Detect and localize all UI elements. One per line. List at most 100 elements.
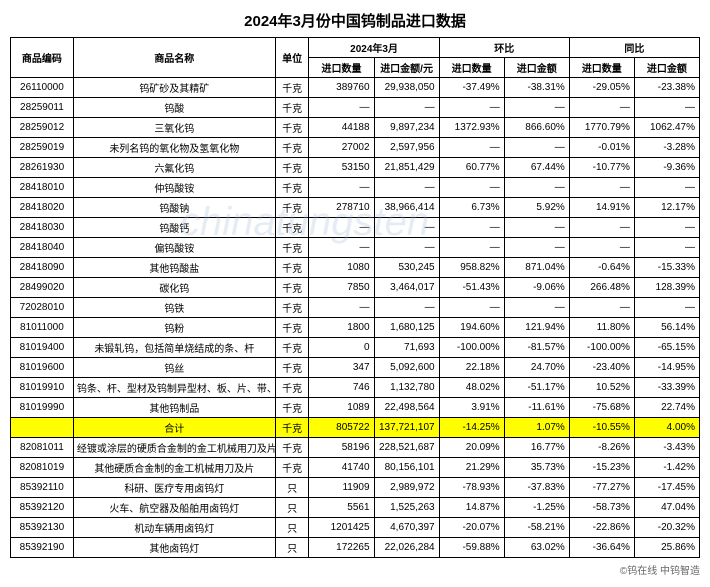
page-title: 2024年3月份中国钨制品进口数据 xyxy=(10,10,700,31)
cell-qty: 11909 xyxy=(309,478,374,498)
cell-val: 71,693 xyxy=(374,338,439,358)
table-row: 82081011经镀或涂层的硬质合金制的金工机械用刀及片千克58196228,5… xyxy=(11,438,700,458)
cell-mq: -59.88% xyxy=(439,538,504,558)
cell-unit: 千克 xyxy=(275,218,309,238)
cell-yq: 1770.79% xyxy=(569,118,634,138)
cell-code: 85392190 xyxy=(11,538,74,558)
cell-yq: -15.23% xyxy=(569,458,634,478)
cell-code: 81019600 xyxy=(11,358,74,378)
cell-unit: 千克 xyxy=(275,398,309,418)
cell-unit: 千克 xyxy=(275,458,309,478)
table-row: 28259019未列名钨的氧化物及氢氧化物千克270022,597,956——-… xyxy=(11,138,700,158)
cell-yq: 266.48% xyxy=(569,278,634,298)
cell-mv: 1.07% xyxy=(504,418,569,438)
cell-yq: -29.05% xyxy=(569,78,634,98)
cell-qty: 44188 xyxy=(309,118,374,138)
cell-code xyxy=(11,418,74,438)
cell-mq: -100.00% xyxy=(439,338,504,358)
cell-val: — xyxy=(374,178,439,198)
cell-name: 钨矿砂及其精矿 xyxy=(73,78,275,98)
cell-unit: 千克 xyxy=(275,78,309,98)
cell-val: 4,670,397 xyxy=(374,518,439,538)
cell-yv: -14.95% xyxy=(634,358,699,378)
cell-name: 未锻轧钨，包括简单烧结成的条、杆 xyxy=(73,338,275,358)
cell-val: 80,156,101 xyxy=(374,458,439,478)
cell-mv: — xyxy=(504,138,569,158)
cell-mq: — xyxy=(439,138,504,158)
cell-mv: — xyxy=(504,218,569,238)
cell-yq: 10.52% xyxy=(569,378,634,398)
cell-unit: 千克 xyxy=(275,118,309,138)
cell-qty: — xyxy=(309,178,374,198)
cell-mv: 35.73% xyxy=(504,458,569,478)
cell-mq: -14.25% xyxy=(439,418,504,438)
th-imp-val: 进口金额/元 xyxy=(374,58,439,78)
cell-yv: — xyxy=(634,298,699,318)
cell-yv: 4.00% xyxy=(634,418,699,438)
cell-mq: 22.18% xyxy=(439,358,504,378)
cell-yv: 128.39% xyxy=(634,278,699,298)
cell-yv: 47.04% xyxy=(634,498,699,518)
cell-code: 28418090 xyxy=(11,258,74,278)
cell-code: 81019990 xyxy=(11,398,74,418)
cell-yv: — xyxy=(634,178,699,198)
cell-val: — xyxy=(374,298,439,318)
cell-mq: — xyxy=(439,298,504,318)
cell-yv: — xyxy=(634,218,699,238)
cell-val: 2,989,972 xyxy=(374,478,439,498)
cell-yq: -100.00% xyxy=(569,338,634,358)
cell-qty: 53150 xyxy=(309,158,374,178)
cell-name: 其他钨制品 xyxy=(73,398,275,418)
cell-mv: -58.21% xyxy=(504,518,569,538)
cell-yv: — xyxy=(634,98,699,118)
table-row: 28418090其他钨酸盐千克1080530,245958.82%871.04%… xyxy=(11,258,700,278)
table-row: 85392110科研、医疗专用卤钨灯只119092,989,972-78.93%… xyxy=(11,478,700,498)
cell-yv: -20.32% xyxy=(634,518,699,538)
cell-unit: 千克 xyxy=(275,378,309,398)
cell-mq: -51.43% xyxy=(439,278,504,298)
cell-val: 5,092,600 xyxy=(374,358,439,378)
cell-qty: 41740 xyxy=(309,458,374,478)
cell-unit: 千克 xyxy=(275,278,309,298)
cell-mv: -51.17% xyxy=(504,378,569,398)
cell-yq: -36.64% xyxy=(569,538,634,558)
table-row: 85392190其他卤钨灯只17226522,026,284-59.88%63.… xyxy=(11,538,700,558)
cell-mv: -1.25% xyxy=(504,498,569,518)
cell-mv: 121.94% xyxy=(504,318,569,338)
cell-name: 钨条、杆、型材及钨制异型材、板、片、带、箔 xyxy=(73,378,275,398)
cell-name: 合计 xyxy=(73,418,275,438)
cell-mv: — xyxy=(504,178,569,198)
cell-mq: 6.73% xyxy=(439,198,504,218)
cell-name: 钨酸钠 xyxy=(73,198,275,218)
cell-qty: 347 xyxy=(309,358,374,378)
cell-mv: — xyxy=(504,298,569,318)
cell-code: 72028010 xyxy=(11,298,74,318)
cell-qty: 5561 xyxy=(309,498,374,518)
cell-code: 28418040 xyxy=(11,238,74,258)
cell-yq: — xyxy=(569,98,634,118)
cell-yq: -58.73% xyxy=(569,498,634,518)
cell-name: 其他钨酸盐 xyxy=(73,258,275,278)
th-yoy-qty: 进口数量 xyxy=(569,58,634,78)
cell-name: 三氧化钨 xyxy=(73,118,275,138)
cell-yq: -8.26% xyxy=(569,438,634,458)
cell-name: 碳化钨 xyxy=(73,278,275,298)
cell-val: 3,464,017 xyxy=(374,278,439,298)
cell-code: 28499020 xyxy=(11,278,74,298)
cell-unit: 千克 xyxy=(275,358,309,378)
cell-qty: 1201425 xyxy=(309,518,374,538)
cell-mv: -37.83% xyxy=(504,478,569,498)
cell-unit: 千克 xyxy=(275,338,309,358)
cell-yv: — xyxy=(634,238,699,258)
cell-unit: 千克 xyxy=(275,178,309,198)
cell-unit: 只 xyxy=(275,538,309,558)
cell-val: 22,498,564 xyxy=(374,398,439,418)
cell-yv: -1.42% xyxy=(634,458,699,478)
cell-val: — xyxy=(374,98,439,118)
cell-mq: 3.91% xyxy=(439,398,504,418)
table-row: 26110000钨矿砂及其精矿千克38976029,938,050-37.49%… xyxy=(11,78,700,98)
table-row: 28418020钨酸钠千克27871038,966,4146.73%5.92%1… xyxy=(11,198,700,218)
th-yoy-val: 进口金额 xyxy=(634,58,699,78)
cell-code: 85392110 xyxy=(11,478,74,498)
cell-mq: — xyxy=(439,98,504,118)
